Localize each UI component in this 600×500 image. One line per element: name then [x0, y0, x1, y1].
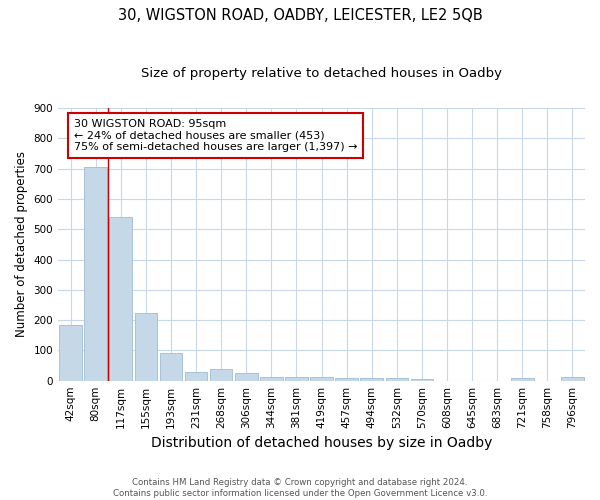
Bar	[386, 378, 408, 380]
Bar	[134, 312, 157, 380]
Bar	[210, 369, 232, 380]
Bar	[185, 372, 208, 380]
Bar	[335, 378, 358, 380]
Bar	[260, 377, 283, 380]
Title: Size of property relative to detached houses in Oadby: Size of property relative to detached ho…	[141, 68, 502, 80]
Bar	[109, 217, 132, 380]
Text: 30 WIGSTON ROAD: 95sqm
← 24% of detached houses are smaller (453)
75% of semi-de: 30 WIGSTON ROAD: 95sqm ← 24% of detached…	[74, 119, 358, 152]
Bar	[310, 377, 333, 380]
Text: Contains HM Land Registry data © Crown copyright and database right 2024.
Contai: Contains HM Land Registry data © Crown c…	[113, 478, 487, 498]
Bar	[511, 378, 533, 380]
Bar	[561, 377, 584, 380]
X-axis label: Distribution of detached houses by size in Oadby: Distribution of detached houses by size …	[151, 436, 492, 450]
Bar	[235, 373, 257, 380]
Bar	[410, 379, 433, 380]
Y-axis label: Number of detached properties: Number of detached properties	[15, 152, 28, 338]
Bar	[160, 354, 182, 380]
Bar	[361, 378, 383, 380]
Bar	[85, 167, 107, 380]
Text: 30, WIGSTON ROAD, OADBY, LEICESTER, LE2 5QB: 30, WIGSTON ROAD, OADBY, LEICESTER, LE2 …	[118, 8, 482, 22]
Bar	[59, 324, 82, 380]
Bar	[285, 377, 308, 380]
